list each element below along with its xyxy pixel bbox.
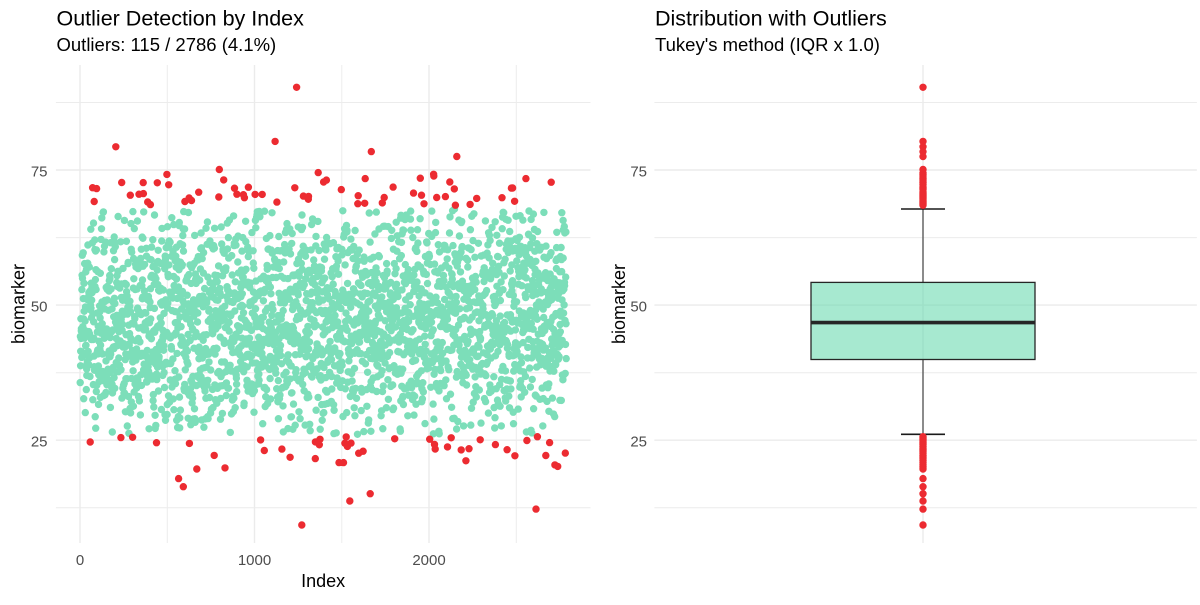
svg-text:75: 75 bbox=[31, 163, 48, 180]
svg-text:Outliers: 115 / 2786 (4.1%): Outliers: 115 / 2786 (4.1%) bbox=[57, 34, 277, 55]
svg-text:50: 50 bbox=[630, 299, 647, 316]
svg-text:25: 25 bbox=[630, 434, 647, 451]
svg-text:Index: Index bbox=[301, 571, 345, 591]
svg-text:biomarker: biomarker bbox=[609, 264, 629, 344]
svg-text:Distribution with Outliers: Distribution with Outliers bbox=[655, 7, 887, 31]
svg-text:50: 50 bbox=[31, 299, 48, 316]
svg-text:Tukey's method (IQR x 1.0): Tukey's method (IQR x 1.0) bbox=[655, 34, 880, 55]
svg-text:75: 75 bbox=[630, 163, 647, 180]
svg-text:biomarker: biomarker bbox=[9, 264, 29, 344]
svg-text:25: 25 bbox=[31, 434, 48, 451]
svg-text:2000: 2000 bbox=[412, 552, 445, 569]
svg-text:Outlier Detection by Index: Outlier Detection by Index bbox=[57, 7, 305, 31]
svg-text:1000: 1000 bbox=[238, 552, 271, 569]
svg-text:0: 0 bbox=[76, 552, 84, 569]
